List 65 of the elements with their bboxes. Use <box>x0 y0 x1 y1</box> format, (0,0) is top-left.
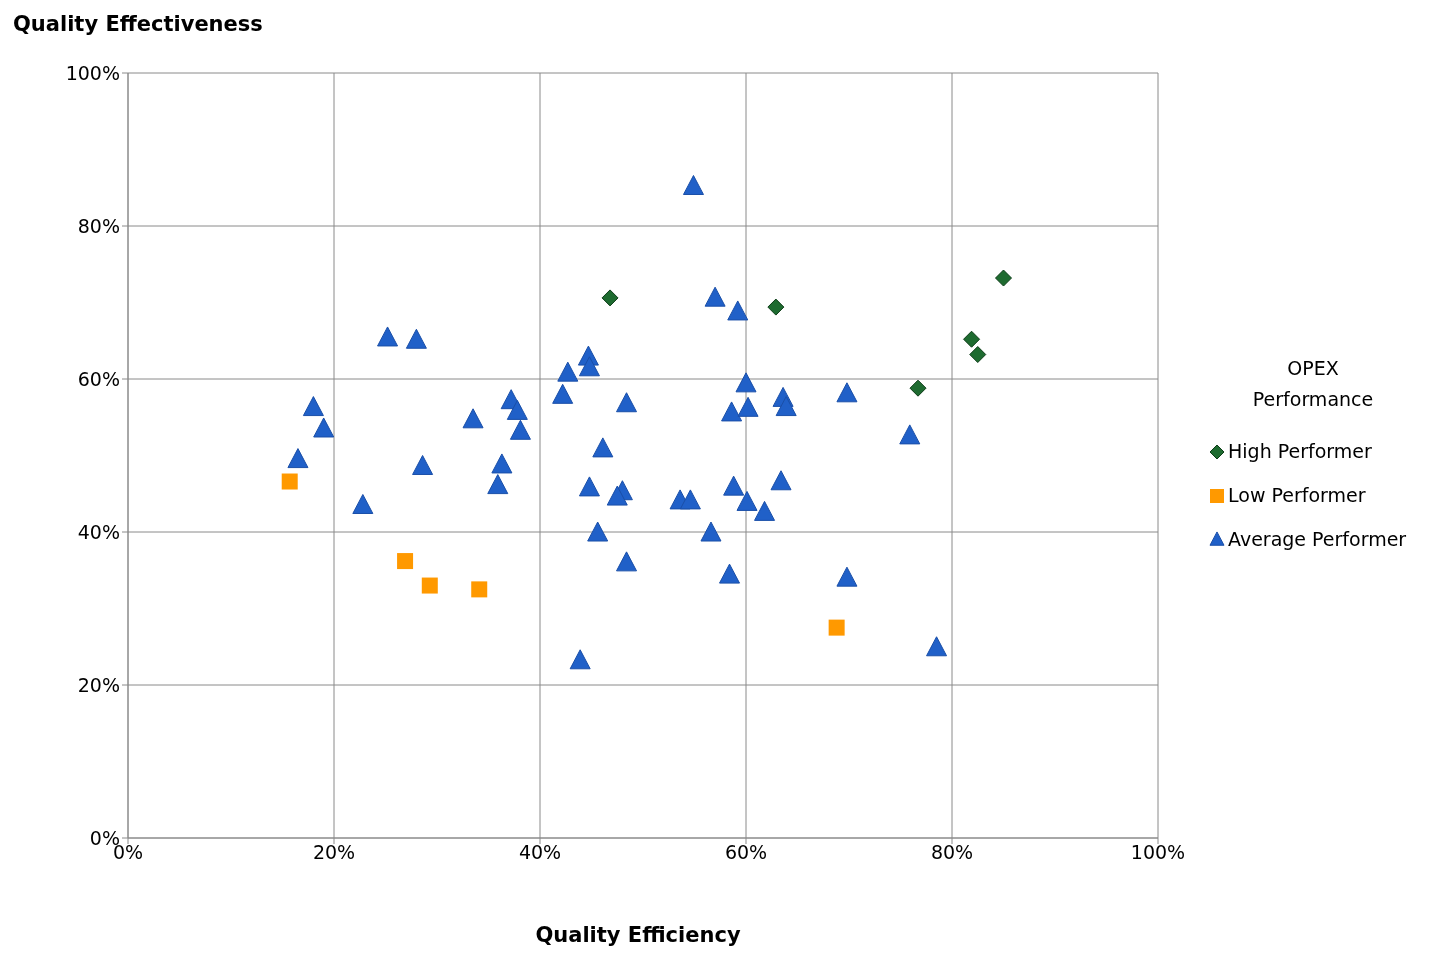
point <box>352 493 374 514</box>
point <box>828 619 845 636</box>
point <box>704 286 726 307</box>
point <box>899 424 921 445</box>
point <box>281 473 298 490</box>
y-tick-label: 80% <box>77 214 120 237</box>
legend-title: OPEX Performance <box>1251 356 1375 412</box>
x-tick-label: 100% <box>1130 841 1186 864</box>
point <box>737 396 759 417</box>
point <box>836 382 858 403</box>
x-tick-label: 60% <box>724 841 768 864</box>
point <box>995 269 1012 287</box>
point <box>775 396 797 417</box>
point <box>754 500 776 521</box>
point <box>616 551 638 572</box>
y-tick-label: 100% <box>65 61 120 84</box>
x-tick-label: 20% <box>312 841 356 864</box>
point <box>767 298 785 316</box>
point <box>471 581 488 598</box>
point <box>569 649 591 670</box>
point <box>909 379 927 397</box>
point <box>616 392 638 413</box>
legend-label: Average Performer <box>1228 528 1407 550</box>
point <box>770 470 792 491</box>
y-axis-title: Quality Effectiveness <box>13 12 263 36</box>
point <box>302 396 324 417</box>
point <box>601 289 619 307</box>
legend-label: High Performer <box>1228 440 1372 462</box>
point <box>405 328 427 349</box>
point <box>421 577 438 594</box>
point <box>682 174 704 195</box>
point <box>736 490 758 511</box>
point <box>700 521 722 542</box>
point <box>377 326 399 347</box>
point <box>557 361 579 382</box>
point <box>487 474 509 495</box>
point <box>491 453 513 474</box>
point <box>587 521 609 542</box>
point <box>606 485 628 506</box>
point <box>578 356 600 377</box>
legend-label: Low Performer <box>1228 484 1366 506</box>
point <box>287 448 309 469</box>
point <box>836 566 858 587</box>
y-tick-label: 20% <box>77 673 120 696</box>
point <box>727 300 749 321</box>
point <box>506 399 528 420</box>
point <box>462 408 484 429</box>
point <box>509 419 531 440</box>
point <box>679 489 701 510</box>
point <box>592 437 614 458</box>
y-tick-label: 40% <box>77 520 120 543</box>
point <box>721 401 743 422</box>
point <box>719 563 741 584</box>
point <box>926 636 948 657</box>
point <box>578 476 600 497</box>
point <box>313 417 335 438</box>
y-tick-label: 60% <box>77 367 120 390</box>
point <box>735 372 757 393</box>
point <box>552 383 574 404</box>
point <box>412 454 434 475</box>
point <box>963 330 981 348</box>
point <box>723 475 745 496</box>
x-tick-label: 40% <box>518 841 562 864</box>
x-tick-label: 80% <box>930 841 974 864</box>
x-axis-title: Quality Efficiency <box>534 923 742 947</box>
